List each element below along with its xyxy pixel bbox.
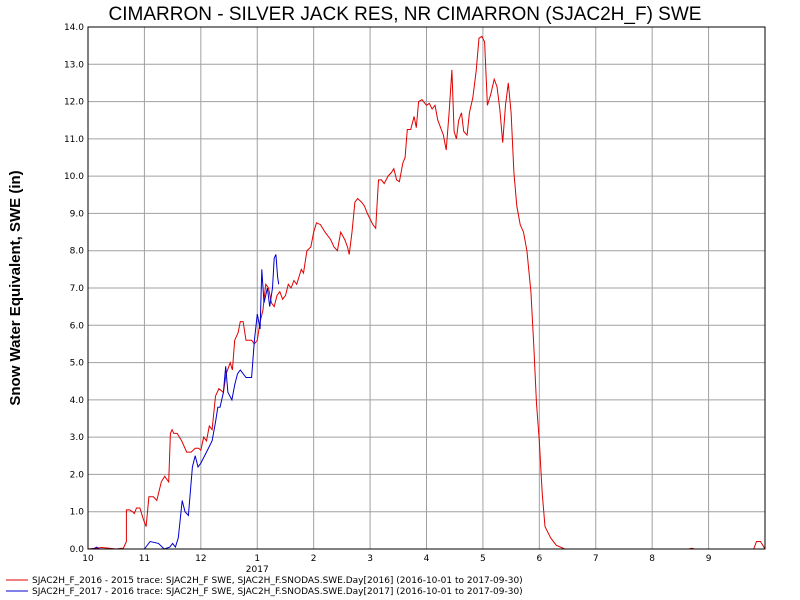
y-tick-label: 1.0 (70, 508, 85, 518)
legend-label: SJAC2H_F_2016 - 2015 trace: SJAC2H_F SWE… (32, 576, 523, 586)
y-tick-label: 0.0 (70, 545, 85, 555)
x-tick-label: 5 (480, 554, 486, 564)
grid-lines (87, 26, 765, 550)
series-line-1 (87, 35, 766, 550)
x-year-label: 2017 (246, 565, 269, 575)
x-tick-label: 9 (706, 554, 712, 564)
x-tick-label: 10 (82, 554, 94, 564)
chart-title: CIMARRON - SILVER JACK RES, NR CIMARRON … (109, 4, 702, 25)
y-tick-label: 10.0 (64, 172, 84, 182)
x-tick-label: 6 (536, 554, 542, 564)
series-line-2 (93, 254, 280, 550)
x-tick-label: 2 (311, 554, 317, 564)
x-tick-label: 3 (367, 554, 373, 564)
x-tick-label: 8 (649, 554, 655, 564)
y-tick-label: 4.0 (70, 396, 85, 406)
x-tick-label: 12 (195, 554, 206, 564)
y-tick-label: 3.0 (70, 433, 85, 443)
y-axis-label: Snow Water Equivalent, SWE (in) (7, 170, 24, 405)
legend: SJAC2H_F_2016 - 2015 trace: SJAC2H_F SWE… (6, 576, 523, 597)
y-tick-label: 11.0 (64, 135, 84, 145)
y-tick-label: 2.0 (70, 470, 85, 480)
y-tick-label: 6.0 (70, 321, 85, 331)
y-tick-labels: 0.0 1.0 2.0 3.0 4.0 5.0 6.0 7.0 8.0 9.0 10.0 11.0 12… (64, 23, 84, 555)
x-tick-label: 4 (424, 554, 430, 564)
y-tick-label: 12.0 (64, 98, 84, 108)
plot-frame (87, 26, 766, 550)
y-tick-label: 5.0 (70, 359, 85, 369)
x-tick-label: 7 (593, 554, 599, 564)
y-tick-label: 13.0 (64, 60, 84, 70)
x-tick-label: 1 (254, 554, 260, 564)
y-tick-label: 9.0 (70, 209, 85, 219)
y-tick-label: 14.0 (64, 23, 84, 33)
data-series (87, 35, 766, 550)
x-tick-label: 11 (139, 554, 150, 564)
legend-label: SJAC2H_F_2017 - 2016 trace: SJAC2H_F SWE… (32, 587, 523, 597)
y-tick-label: 7.0 (70, 284, 85, 294)
y-tick-label: 8.0 (70, 247, 85, 257)
